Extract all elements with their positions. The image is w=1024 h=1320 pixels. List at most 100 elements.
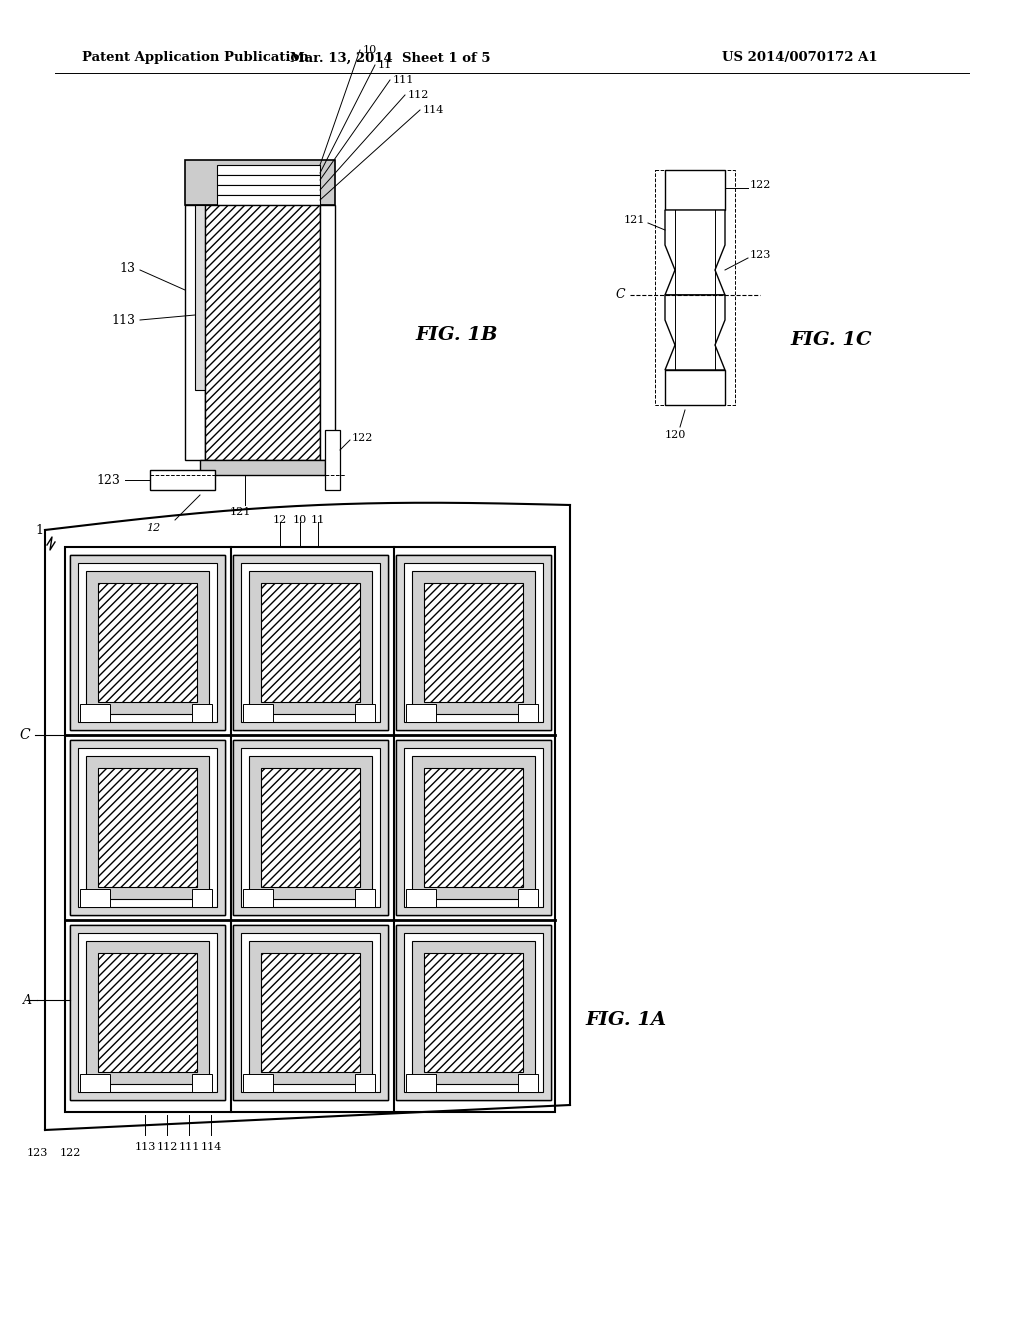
Polygon shape (217, 176, 319, 185)
Polygon shape (249, 941, 372, 1084)
Text: 113: 113 (111, 314, 135, 326)
Polygon shape (98, 953, 197, 1072)
Polygon shape (518, 888, 538, 907)
Polygon shape (233, 741, 388, 915)
Polygon shape (665, 370, 725, 405)
Polygon shape (412, 572, 535, 714)
Polygon shape (70, 554, 225, 730)
Polygon shape (249, 572, 372, 714)
Polygon shape (65, 546, 555, 1111)
Polygon shape (261, 953, 360, 1072)
Polygon shape (355, 704, 375, 722)
Polygon shape (185, 160, 335, 205)
Polygon shape (261, 583, 360, 702)
Text: 120: 120 (665, 430, 686, 440)
Polygon shape (205, 205, 319, 459)
Polygon shape (406, 1074, 436, 1092)
Polygon shape (70, 925, 225, 1100)
Polygon shape (396, 925, 551, 1100)
Polygon shape (243, 704, 273, 722)
Text: 123: 123 (750, 249, 771, 260)
Polygon shape (80, 888, 110, 907)
Polygon shape (80, 1074, 110, 1092)
Polygon shape (396, 741, 551, 915)
Polygon shape (412, 572, 535, 714)
Polygon shape (86, 572, 209, 714)
Text: 11: 11 (311, 515, 326, 525)
Text: 122: 122 (59, 1148, 81, 1158)
Polygon shape (404, 748, 543, 907)
Polygon shape (518, 1074, 538, 1092)
Polygon shape (78, 564, 217, 722)
Text: 1: 1 (35, 524, 43, 536)
Text: US 2014/0070172 A1: US 2014/0070172 A1 (722, 51, 878, 65)
Polygon shape (424, 768, 523, 887)
Polygon shape (80, 704, 110, 722)
Polygon shape (355, 888, 375, 907)
Polygon shape (241, 564, 380, 722)
Polygon shape (518, 704, 538, 722)
Text: 113: 113 (134, 1142, 156, 1152)
Polygon shape (243, 888, 273, 907)
Text: 123: 123 (96, 474, 120, 487)
Polygon shape (355, 888, 375, 907)
Polygon shape (150, 470, 215, 490)
Polygon shape (205, 205, 319, 459)
Polygon shape (193, 704, 212, 722)
Polygon shape (412, 756, 535, 899)
Polygon shape (70, 554, 225, 730)
Polygon shape (241, 748, 380, 907)
Polygon shape (412, 941, 535, 1084)
Text: 10: 10 (362, 45, 377, 55)
Polygon shape (233, 741, 388, 915)
Polygon shape (355, 1074, 375, 1092)
Text: C: C (615, 289, 625, 301)
Polygon shape (406, 888, 436, 907)
Text: 114: 114 (201, 1142, 221, 1152)
Text: 112: 112 (157, 1142, 178, 1152)
Polygon shape (665, 170, 725, 210)
Polygon shape (396, 554, 551, 730)
Text: FIG. 1C: FIG. 1C (790, 331, 871, 348)
Polygon shape (396, 741, 551, 915)
Polygon shape (193, 888, 212, 907)
Polygon shape (518, 704, 538, 722)
Polygon shape (185, 205, 205, 459)
Polygon shape (98, 768, 197, 887)
Polygon shape (70, 741, 225, 915)
Polygon shape (78, 748, 217, 907)
Polygon shape (406, 1074, 436, 1092)
Polygon shape (241, 933, 380, 1092)
Polygon shape (406, 704, 436, 722)
Polygon shape (249, 756, 372, 899)
Text: 12: 12 (272, 515, 287, 525)
Polygon shape (217, 185, 319, 195)
Polygon shape (261, 768, 360, 887)
Polygon shape (396, 925, 551, 1100)
Polygon shape (424, 583, 523, 702)
Polygon shape (233, 925, 388, 1100)
Polygon shape (80, 704, 110, 722)
Polygon shape (78, 748, 217, 907)
Polygon shape (86, 756, 209, 899)
Polygon shape (86, 941, 209, 1084)
Text: Mar. 13, 2014  Sheet 1 of 5: Mar. 13, 2014 Sheet 1 of 5 (290, 51, 490, 65)
Text: A: A (23, 994, 32, 1006)
Polygon shape (243, 1074, 273, 1092)
Polygon shape (193, 1074, 212, 1092)
Text: 122: 122 (750, 180, 771, 190)
Polygon shape (412, 941, 535, 1084)
Polygon shape (355, 1074, 375, 1092)
Text: 111: 111 (393, 75, 415, 84)
Polygon shape (86, 756, 209, 899)
Polygon shape (233, 554, 388, 730)
Polygon shape (261, 953, 360, 1072)
Polygon shape (261, 583, 360, 702)
Polygon shape (404, 564, 543, 722)
Polygon shape (193, 1074, 212, 1092)
Polygon shape (243, 704, 273, 722)
Polygon shape (200, 459, 325, 475)
Polygon shape (518, 1074, 538, 1092)
Text: 10: 10 (293, 515, 307, 525)
Polygon shape (86, 941, 209, 1084)
